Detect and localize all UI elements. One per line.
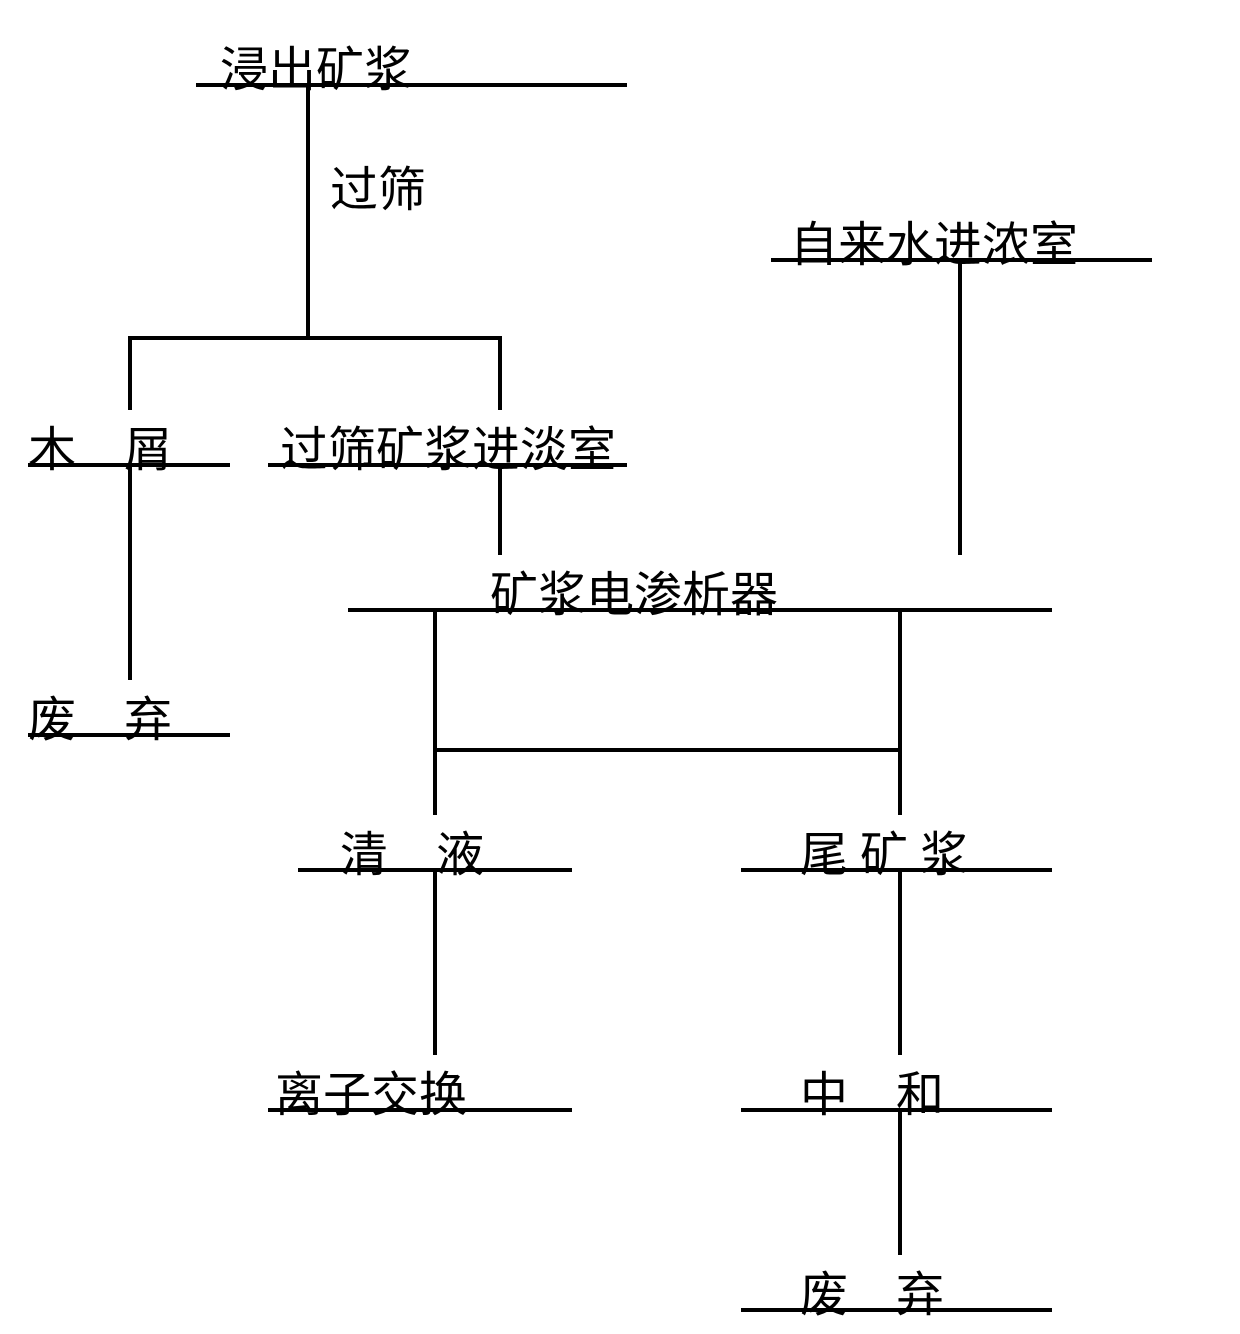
flow-node-n9: 尾 矿 浆: [800, 815, 968, 885]
flow-node-n6: 矿浆电渗析器: [490, 555, 778, 625]
flowchart-stage: 浸出矿浆过筛自来水进浓室木 屑过筛矿浆进淡室矿浆电渗析器废 弃清 液尾 矿 浆离…: [0, 0, 1240, 1334]
flowchart-lines: [0, 0, 1240, 1334]
flow-node-n4: 木 屑: [28, 410, 172, 480]
flow-node-n3: 自来水进浓室: [790, 205, 1078, 275]
flow-node-n7: 废 弃: [28, 680, 172, 750]
flow-node-n11: 中 和: [800, 1055, 944, 1125]
flow-node-n10: 离子交换: [275, 1055, 467, 1125]
flow-node-n12: 废 弃: [800, 1255, 944, 1325]
flow-node-n2: 过筛: [330, 150, 426, 220]
flow-node-n1: 浸出矿浆: [220, 30, 412, 100]
flow-node-n5: 过筛矿浆进淡室: [280, 410, 616, 480]
flow-node-n8: 清 液: [340, 815, 484, 885]
